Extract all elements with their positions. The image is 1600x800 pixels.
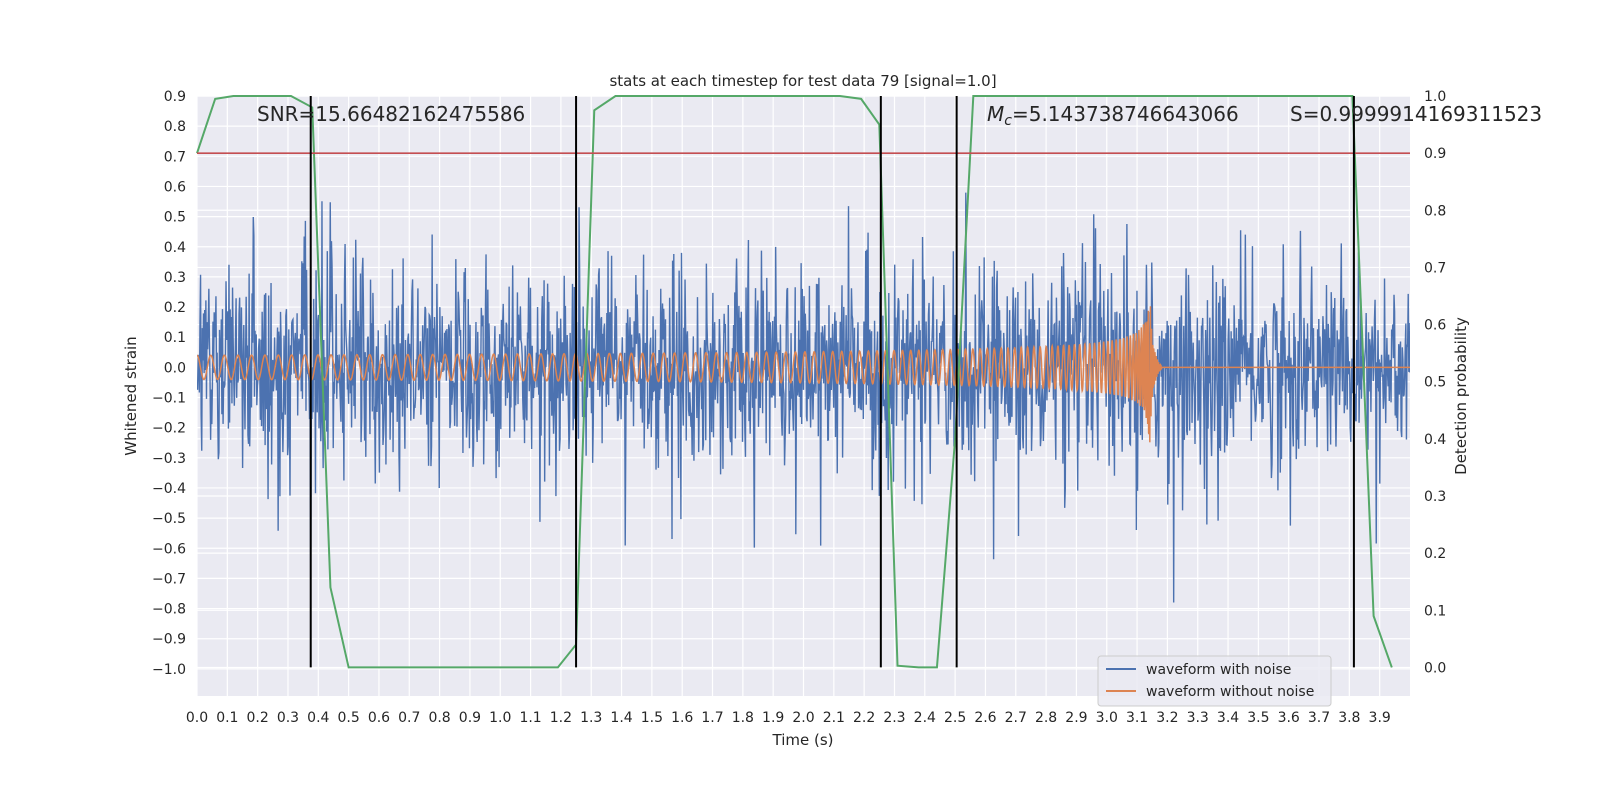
x-tick-17: 1.7 [701, 710, 723, 726]
x-tick-11: 1.1 [519, 710, 541, 726]
y-left-tick-0: 0.9 [164, 89, 186, 105]
x-tick-28: 2.8 [1035, 710, 1057, 726]
x-tick-16: 1.6 [671, 710, 693, 726]
y-left-tick-2: 0.7 [164, 149, 186, 165]
y-left-tick-3: 0.6 [164, 179, 186, 195]
x-tick-27: 2.7 [1005, 710, 1027, 726]
x-tick-26: 2.6 [974, 710, 996, 726]
x-tick-15: 1.5 [641, 710, 663, 726]
y-right-tick-7: 0.3 [1424, 489, 1446, 505]
x-tick-23: 2.3 [883, 710, 905, 726]
x-tick-33: 3.3 [1187, 710, 1209, 726]
x-tick-3: 0.3 [277, 710, 299, 726]
x-tick-31: 3.1 [1126, 710, 1148, 726]
y-left-tick-6: 0.3 [164, 270, 186, 286]
x-tick-35: 3.5 [1247, 710, 1269, 726]
y-right-tick-2: 0.8 [1424, 203, 1446, 219]
x-tick-7: 0.7 [398, 710, 420, 726]
x-tick-2: 0.2 [247, 710, 269, 726]
line-waveform-with-noise [197, 192, 1410, 603]
x-tick-32: 3.2 [1156, 710, 1178, 726]
annotation-mc-symbol: M [987, 102, 1004, 126]
y-right-tick-9: 0.1 [1424, 603, 1446, 619]
x-axis-label: Time (s) [772, 731, 834, 749]
y-left-tick-13: −0.4 [152, 481, 186, 497]
y-left-tick-1: 0.8 [164, 119, 186, 135]
x-tick-5: 0.5 [337, 710, 359, 726]
x-tick-36: 3.6 [1278, 710, 1300, 726]
x-tick-1: 0.1 [216, 710, 238, 726]
x-tick-22: 2.2 [853, 710, 875, 726]
y-right-tick-1: 0.9 [1424, 146, 1446, 162]
y-right-tick-4: 0.6 [1424, 318, 1446, 334]
x-tick-14: 1.4 [610, 710, 632, 726]
x-tick-0: 0.0 [186, 710, 208, 726]
x-tick-10: 1.0 [489, 710, 511, 726]
x-tick-37: 3.7 [1308, 710, 1330, 726]
x-tick-13: 1.3 [580, 710, 602, 726]
annotation-mc-value: =5.143738746643066 [1012, 102, 1239, 126]
legend-label-clean: waveform without noise [1146, 684, 1314, 700]
y-left-tick-19: −1.0 [152, 662, 186, 678]
vertical-markers [309, 96, 1355, 668]
series-waveform-without-noise [197, 306, 1410, 443]
x-tick-39: 3.9 [1369, 710, 1391, 726]
y-left-tick-4: 0.5 [164, 210, 186, 226]
x-tick-38: 3.8 [1338, 710, 1360, 726]
y-right-axis-label: Detection probability [1452, 317, 1470, 475]
y-left-tick-17: −0.8 [152, 602, 186, 618]
x-tick-labels: 0.0 0.1 0.2 0.3 0.4 0.5 0.6 0.7 0.8 0.9 1.0 1.1 1.2 1… [186, 710, 1391, 726]
annotation-s: S=0.9999914169311523 [1290, 102, 1542, 126]
y-left-tick-12: −0.3 [152, 451, 186, 467]
chart-title: stats at each timestep for test data 79 … [609, 72, 996, 90]
x-tick-8: 0.8 [428, 710, 450, 726]
y-left-tick-11: −0.2 [152, 421, 186, 437]
legend-box [1097, 655, 1332, 707]
y-left-tick-9: 0.0 [164, 360, 186, 376]
y-left-tick-15: −0.6 [152, 541, 186, 557]
x-tick-4: 0.4 [307, 710, 329, 726]
x-tick-18: 1.8 [732, 710, 754, 726]
x-tick-6: 0.6 [368, 710, 390, 726]
y-right-tick-5: 0.5 [1424, 375, 1446, 391]
y-left-tick-14: −0.5 [152, 511, 186, 527]
y-left-axis-label: Whitened strain [122, 336, 140, 455]
y-left-tick-10: −0.1 [152, 391, 186, 407]
y-left-tick-8: 0.1 [164, 330, 186, 346]
y-left-tick-5: 0.4 [164, 240, 186, 256]
x-tick-21: 2.1 [823, 710, 845, 726]
line-detection-probability [196, 95, 1393, 669]
y-right-tick-8: 0.2 [1424, 546, 1446, 562]
x-tick-19: 1.9 [762, 710, 784, 726]
y-left-tick-16: −0.7 [152, 571, 186, 587]
legend-label-noisy: waveform with noise [1146, 662, 1291, 678]
y-right-tick-6: 0.4 [1424, 432, 1446, 448]
annotation-snr: SNR=15.66482162475586 [257, 102, 525, 126]
x-tick-25: 2.5 [944, 710, 966, 726]
x-tick-34: 3.4 [1217, 710, 1239, 726]
series-detection-probability [196, 95, 1393, 669]
x-tick-29: 2.9 [1065, 710, 1087, 726]
series-waveform-with-noise [197, 192, 1410, 603]
y-left-tick-18: −0.9 [152, 632, 186, 648]
y-left-tick-7: 0.2 [164, 300, 186, 316]
x-tick-24: 2.4 [914, 710, 936, 726]
x-tick-12: 1.2 [550, 710, 572, 726]
y-left-tick-labels: 0.9 0.8 0.7 0.6 0.5 0.4 0.3 0.2 0.1 0.0 −0.1 −0.2 −0… [152, 89, 186, 678]
x-tick-20: 2.0 [792, 710, 814, 726]
y-right-tick-10: 0.0 [1424, 660, 1446, 676]
legend: waveform with noise waveform without noi… [1097, 655, 1332, 707]
y-right-tick-0: 1.0 [1424, 89, 1446, 105]
annotation-mc-sub: c [1004, 113, 1012, 129]
y-right-tick-3: 0.7 [1424, 260, 1446, 276]
x-tick-9: 0.9 [459, 710, 481, 726]
x-tick-30: 3.0 [1096, 710, 1118, 726]
line-waveform-without-noise [197, 306, 1410, 443]
annotation-chirp-mass: Mc=5.143738746643066 [987, 102, 1239, 129]
y-right-tick-labels: 1.0 0.9 0.8 0.7 0.6 0.5 0.4 0.3 0.2 0.1 0.0 [1424, 89, 1446, 676]
